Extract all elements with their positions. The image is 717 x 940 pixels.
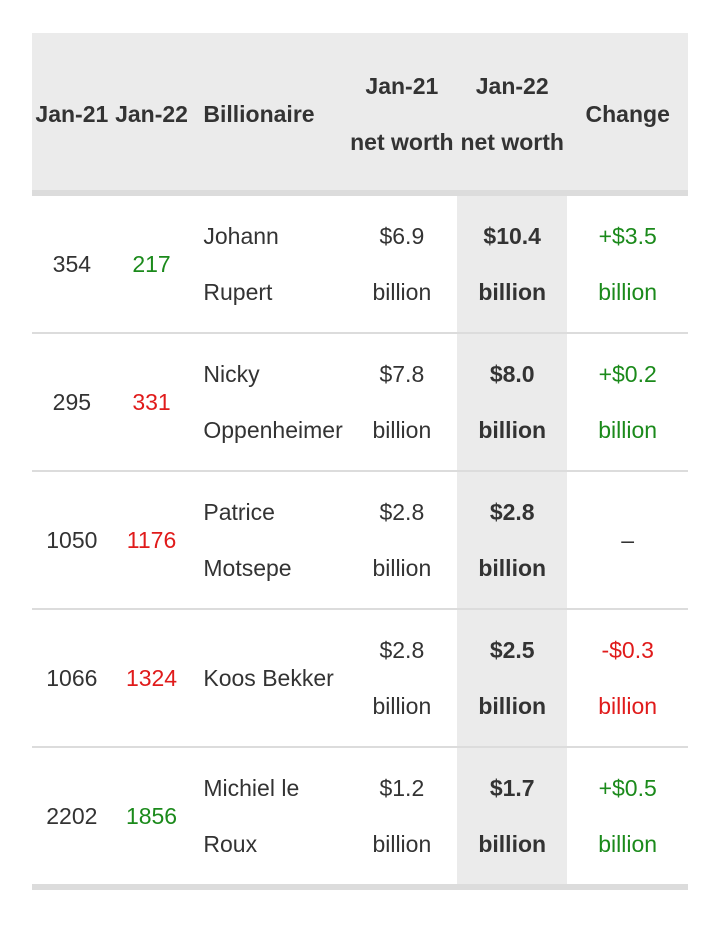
header-net-worth-jan21[interactable]: Jan-21 net worth [346,33,458,196]
table-row: 295 331 Nicky Oppenheimer $7.8 billion $8.0 … [32,333,688,472]
net-worth-jan22-cell: $2.8 billion [457,471,568,610]
rank-jan22-cell: 1324 [111,609,192,748]
billionaire-name-cell: Koos Bekker [191,609,347,748]
rank-jan21-cell: 1050 [32,471,112,610]
billionaires-table-container: Jan-21 Jan-22 Billionaire Jan-21 net wor… [32,33,688,890]
rank-jan22-cell: 1176 [111,471,192,610]
table-row: 354 217 Johann Rupert $6.9 billion $10.4 bil… [32,193,688,334]
rank-jan22-cell: 1856 [111,747,192,890]
net-worth-jan22-cell: $8.0 billion [457,333,568,472]
billionaires-table: Jan-21 Jan-22 Billionaire Jan-21 net wor… [32,33,688,890]
net-worth-jan22-cell: $2.5 billion [457,609,568,748]
table-row: 1066 1324 Koos Bekker $2.8 billion $2.5 bill… [32,609,688,748]
net-worth-jan21-cell: $1.2 billion [346,747,458,890]
change-cell: -$0.3 billion [567,609,688,748]
change-cell: +$0.2 billion [567,333,688,472]
billionaire-name-cell: Michiel le Roux [191,747,347,890]
change-cell: +$3.5 billion [567,193,688,334]
net-worth-jan21-cell: $2.8 billion [346,609,458,748]
net-worth-jan21-cell: $7.8 billion [346,333,458,472]
change-cell: +$0.5 billion [567,747,688,890]
change-cell: – [567,471,688,610]
header-billionaire[interactable]: Billionaire [191,33,347,196]
header-net-worth-jan22[interactable]: Jan-22 net worth [457,33,568,196]
billionaire-name-cell: Nicky Oppenheimer [191,333,347,472]
net-worth-jan22-cell: $1.7 billion [457,747,568,890]
header-change[interactable]: Change [567,33,688,196]
rank-jan22-cell: 331 [111,333,192,472]
billionaire-name-cell: Johann Rupert [191,193,347,334]
rank-jan22-cell: 217 [111,193,192,334]
rank-jan21-cell: 295 [32,333,112,472]
rank-jan21-cell: 1066 [32,609,112,748]
billionaire-name-cell: Patrice Motsepe [191,471,347,610]
net-worth-jan22-cell: $10.4 billion [457,193,568,334]
net-worth-jan21-cell: $6.9 billion [346,193,458,334]
rank-jan21-cell: 2202 [32,747,112,890]
header-rank-jan21[interactable]: Jan-21 [32,33,112,196]
header-rank-jan22[interactable]: Jan-22 [111,33,192,196]
table-row: 1050 1176 Patrice Motsepe $2.8 billion $2.8 … [32,471,688,610]
net-worth-jan21-cell: $2.8 billion [346,471,458,610]
table-header-row: Jan-21 Jan-22 Billionaire Jan-21 net wor… [32,33,688,196]
table-row: 2202 1856 Michiel le Roux $1.2 billion $1.7 … [32,747,688,890]
rank-jan21-cell: 354 [32,193,112,334]
